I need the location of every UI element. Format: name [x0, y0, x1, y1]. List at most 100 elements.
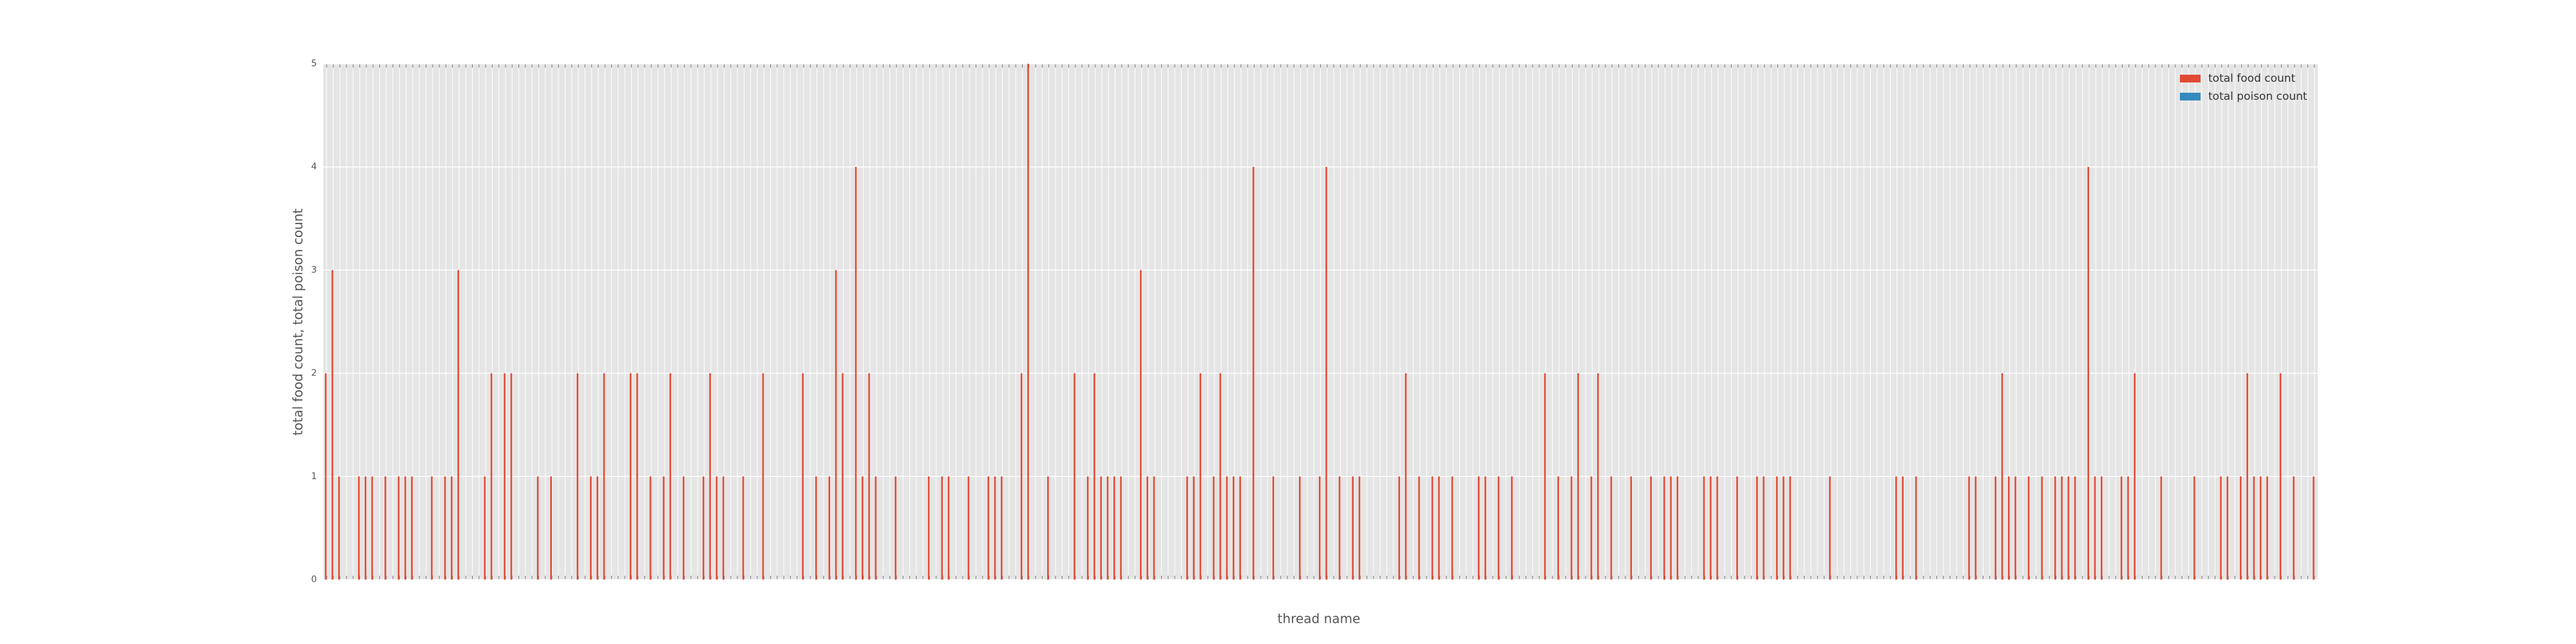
bar — [835, 270, 837, 580]
bar — [1756, 476, 1758, 580]
bar — [1915, 476, 1917, 580]
bar — [1358, 476, 1361, 580]
bar — [404, 476, 406, 580]
bar — [868, 373, 870, 580]
bar — [1736, 476, 1738, 580]
bar — [2054, 476, 2056, 580]
bar — [2279, 373, 2282, 580]
bar — [1703, 476, 1705, 580]
bar — [875, 476, 877, 580]
bar — [1789, 476, 1792, 580]
bar — [2253, 476, 2255, 580]
bar — [590, 476, 592, 580]
bar — [325, 373, 327, 580]
bar — [1650, 476, 1652, 580]
bar — [358, 476, 360, 580]
bar — [709, 373, 711, 580]
bar — [384, 476, 386, 580]
bar — [1418, 476, 1420, 580]
bar — [510, 373, 513, 580]
bar — [1676, 476, 1679, 580]
bar — [576, 373, 579, 580]
bar — [1431, 476, 1434, 580]
bar — [1199, 373, 1202, 580]
bar — [431, 476, 433, 580]
bar — [2226, 476, 2229, 580]
bar — [550, 476, 552, 580]
bar — [762, 373, 764, 580]
bar — [1318, 476, 1321, 580]
bar — [1299, 476, 1301, 580]
bar — [1113, 476, 1115, 580]
bar — [1027, 64, 1029, 580]
bar — [1120, 476, 1122, 580]
bar — [1001, 476, 1003, 580]
legend-label: total poison count — [2208, 90, 2307, 103]
bar — [895, 476, 897, 580]
bar — [1544, 373, 1546, 580]
bar — [1233, 476, 1235, 580]
bar — [444, 476, 446, 580]
bar — [1670, 476, 1672, 580]
legend-swatch — [2180, 93, 2201, 100]
bar — [649, 476, 652, 580]
bar — [1193, 476, 1195, 580]
y-tick-label: 1 — [311, 471, 317, 482]
bar — [994, 476, 996, 580]
bar — [2101, 476, 2103, 580]
bar — [1047, 476, 1049, 580]
bar — [1338, 476, 1341, 580]
bar — [1630, 476, 1633, 580]
bar — [1074, 373, 1075, 580]
bar — [636, 373, 638, 580]
bar — [715, 476, 718, 580]
bar — [1610, 476, 1613, 580]
y-axis-label: total food count, total poison count — [290, 209, 306, 436]
bar — [855, 167, 857, 580]
bar — [1086, 476, 1089, 580]
bar — [2266, 476, 2268, 580]
legend-swatch — [2180, 75, 2201, 82]
bar — [663, 476, 665, 580]
bar — [411, 476, 413, 580]
bar — [2087, 167, 2090, 580]
bar — [1902, 476, 1904, 580]
bar — [2027, 476, 2030, 580]
bar — [1226, 476, 1228, 580]
bar — [331, 270, 334, 580]
bar — [828, 476, 831, 580]
bar — [1895, 476, 1897, 580]
bar — [2074, 476, 2076, 580]
bar — [987, 476, 990, 580]
bar — [1405, 373, 1407, 580]
bar — [504, 373, 506, 580]
bar — [703, 476, 705, 580]
bar — [1497, 476, 1500, 580]
bar — [2094, 476, 2096, 580]
y-tick-label: 5 — [311, 59, 317, 69]
bar — [1100, 476, 1102, 580]
y-tick-label: 3 — [311, 265, 317, 275]
x-axis-label: thread name — [1278, 611, 1361, 627]
bar — [947, 476, 950, 580]
bar — [1140, 270, 1142, 580]
bar — [1219, 373, 1222, 580]
bar — [1186, 476, 1188, 580]
bar — [802, 373, 804, 580]
bar — [629, 373, 632, 580]
bar — [2240, 476, 2242, 580]
bar — [490, 373, 493, 580]
bar — [2041, 476, 2043, 580]
bar — [1352, 476, 1354, 580]
bar — [2193, 476, 2195, 580]
bar — [451, 476, 453, 580]
bar — [1829, 476, 1831, 580]
bar — [603, 373, 605, 580]
bar — [1438, 476, 1440, 580]
bar — [1451, 476, 1454, 580]
bar — [2160, 476, 2163, 580]
bar — [1968, 476, 1970, 580]
bar — [2061, 476, 2063, 580]
bar — [1325, 167, 1327, 580]
